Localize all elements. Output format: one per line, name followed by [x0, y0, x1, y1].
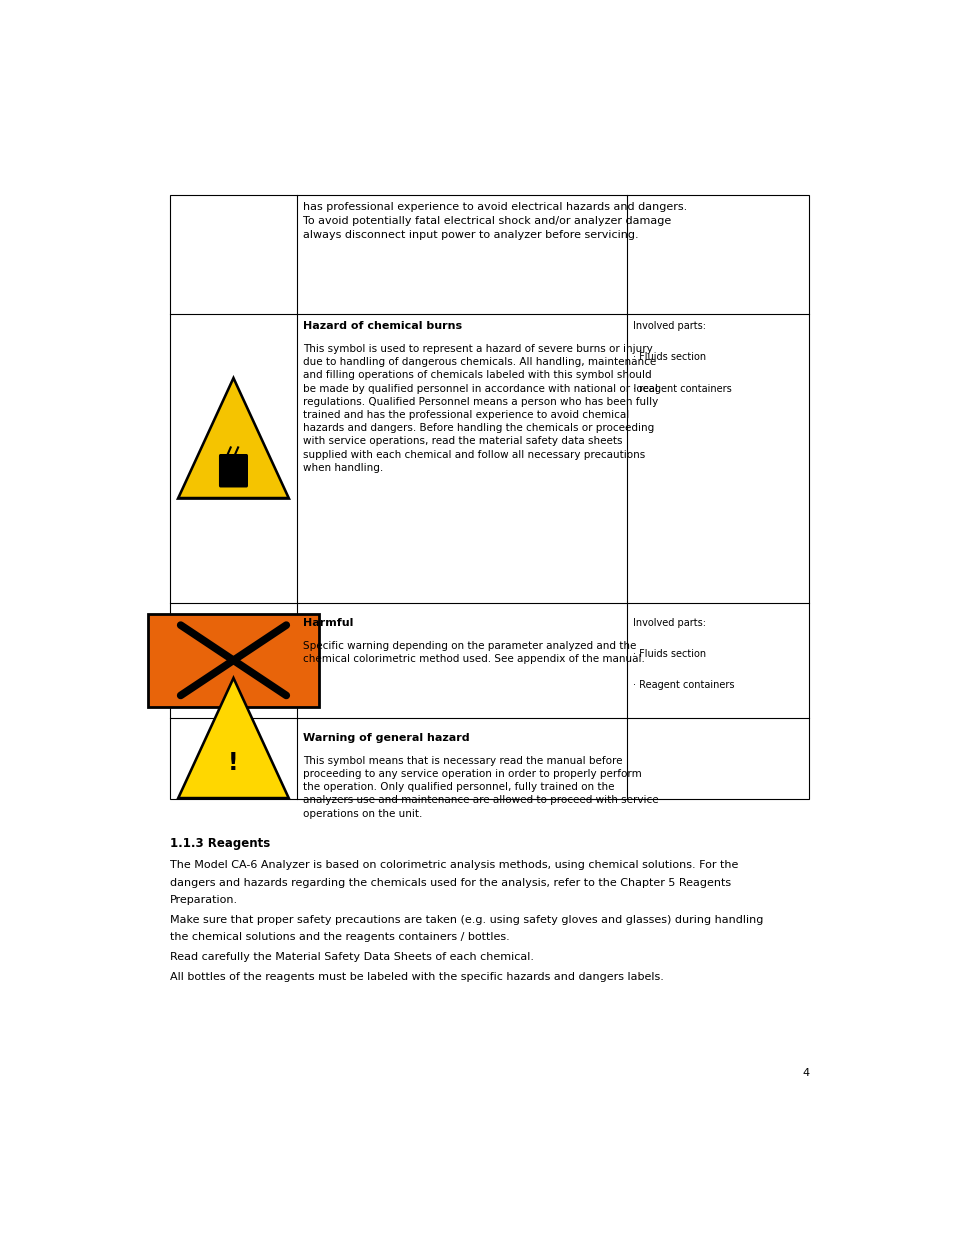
Text: The Model CA-6 Analyzer is based on colorimetric analysis methods, using chemica: The Model CA-6 Analyzer is based on colo… — [170, 861, 737, 871]
Text: Preparation.: Preparation. — [170, 894, 237, 905]
Text: has professional experience to avoid electrical hazards and dangers.
To avoid po: has professional experience to avoid ele… — [303, 203, 687, 241]
Bar — [170, 195, 808, 799]
Text: Involved parts:

· Fluids section

· reagent containers: Involved parts: · Fluids section · reage… — [633, 321, 731, 394]
Text: 4: 4 — [801, 1068, 808, 1078]
Text: This symbol means that is necessary read the manual before
proceeding to any ser: This symbol means that is necessary read… — [303, 756, 659, 819]
FancyBboxPatch shape — [219, 454, 248, 488]
Polygon shape — [180, 382, 287, 496]
Polygon shape — [175, 676, 291, 800]
Text: This symbol is used to represent a hazard of severe burns or injury
due to handl: This symbol is used to represent a hazar… — [303, 345, 658, 473]
Text: Specific warning depending on the parameter analyzed and the
chemical colorimetr: Specific warning depending on the parame… — [303, 641, 644, 664]
Text: All bottles of the reagents must be labeled with the specific hazards and danger: All bottles of the reagents must be labe… — [170, 972, 662, 982]
Text: Read carefully the Material Safety Data Sheets of each chemical.: Read carefully the Material Safety Data … — [170, 952, 533, 962]
Text: 1.1.3 Reagents: 1.1.3 Reagents — [170, 836, 270, 850]
Polygon shape — [175, 375, 291, 500]
Text: dangers and hazards regarding the chemicals used for the analysis, refer to the : dangers and hazards regarding the chemic… — [170, 878, 730, 888]
Bar — [148, 614, 318, 706]
Polygon shape — [180, 682, 287, 797]
Text: Warning of general hazard: Warning of general hazard — [303, 734, 470, 743]
Text: Hazard of chemical burns: Hazard of chemical burns — [303, 321, 462, 331]
Text: the chemical solutions and the reagents containers / bottles.: the chemical solutions and the reagents … — [170, 931, 509, 942]
Text: Harmful: Harmful — [303, 618, 354, 627]
Text: Make sure that proper safety precautions are taken (e.g. using safety gloves and: Make sure that proper safety precautions… — [170, 915, 762, 925]
Text: ☠: ☠ — [225, 453, 241, 471]
Text: !: ! — [228, 751, 238, 774]
Text: Involved parts:

· Fluids section

· Reagent containers: Involved parts: · Fluids section · Reage… — [633, 618, 734, 690]
